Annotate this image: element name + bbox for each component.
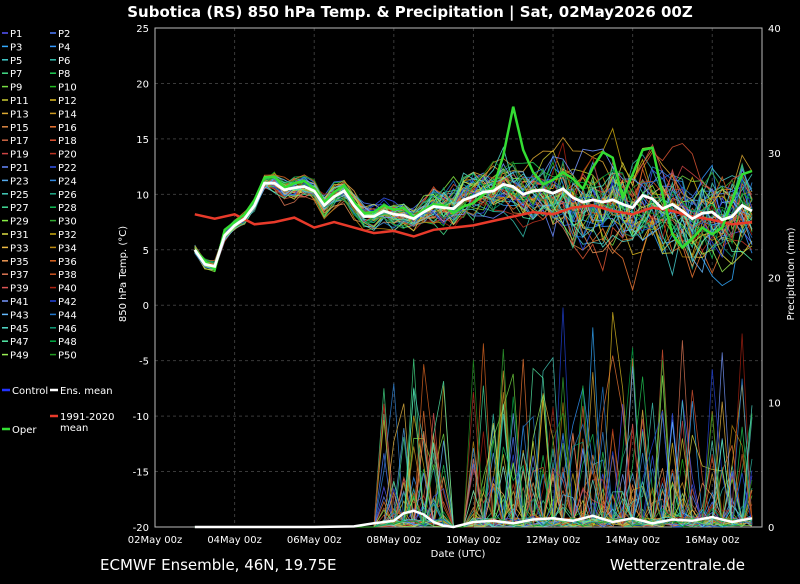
legend-entry: P5: [10, 56, 22, 67]
x-tick-label: 14May 00z: [605, 535, 660, 546]
legend-entry: P3: [10, 42, 22, 53]
legend-entry: P48: [58, 337, 77, 348]
legend-entry: Control: [12, 386, 48, 397]
member-line-p50: [194, 160, 753, 264]
legend-entry: P38: [58, 270, 77, 281]
legend-entry: P32: [58, 230, 77, 241]
legend-entry: P44: [58, 310, 77, 321]
tick-labels: 25 20 15 10 5 0 -5 -10 -15 -20 40 30 20 10 0 02May 00z 0…: [128, 24, 781, 546]
legend-entry: P46: [58, 324, 77, 335]
legend-entry: P11: [10, 96, 29, 107]
legend-entry: P43: [10, 310, 29, 321]
legend-entry: P33: [10, 243, 29, 254]
member-line-p48: [194, 170, 753, 267]
legend-entry: P8: [58, 69, 70, 80]
legend-entry: P37: [10, 270, 29, 281]
legend-entry: P27: [10, 203, 29, 214]
x-tick-label: 12May 00z: [526, 535, 581, 546]
y2-tick-label: 30: [768, 149, 781, 160]
y-tick-label: 10: [136, 190, 149, 201]
legend-entry: P41: [10, 297, 29, 308]
footer-site: Wetterzentrale.de: [610, 556, 745, 574]
y-tick-label: 20: [136, 79, 149, 90]
legend-entry: P15: [10, 123, 29, 134]
y-tick-label: -15: [133, 468, 149, 479]
legend-entry: P2: [58, 29, 70, 40]
legend-entry: P17: [10, 136, 29, 147]
x-tick-label: 08May 00z: [367, 535, 422, 546]
y2-axis-label: Precipitation (mm): [786, 227, 797, 320]
y-tick-label: -10: [133, 412, 149, 423]
y-axis-label: 850 hPa Temp. (°C): [118, 226, 129, 322]
x-tick-label: 06May 00z: [287, 535, 342, 546]
y-tick-label: 15: [136, 135, 149, 146]
legend-entry: P25: [10, 190, 29, 201]
legend-entry: P18: [58, 136, 77, 147]
chart-title: Subotica (RS) 850 hPa Temp. & Precipitat…: [127, 3, 693, 22]
legend-entry: P31: [10, 230, 29, 241]
legend-entry: P40: [58, 284, 77, 295]
legend-entry: Oper: [12, 425, 37, 436]
ens-mean-line: [193, 181, 753, 269]
footer-source: ECMWF Ensemble, 46N, 19.75E: [100, 556, 336, 574]
legend-entry: P12: [58, 96, 77, 107]
oper-line: [193, 106, 753, 273]
legend-entry: P6: [58, 56, 70, 67]
y-tick-label: 25: [136, 24, 149, 35]
legend-entry: P45: [10, 324, 29, 335]
legend-entry: P20: [58, 150, 77, 161]
y2-tick-label: 40: [768, 24, 781, 35]
legend-entry: P50: [58, 351, 77, 362]
x-tick-label: 02May 00z: [128, 535, 183, 546]
legend-entry: P10: [58, 83, 77, 94]
y-tick-label: -5: [139, 357, 149, 368]
y2-tick-label: 0: [768, 523, 774, 534]
legend-entry: Ens. mean: [60, 386, 113, 397]
legend-entry: P21: [10, 163, 29, 174]
legend-entry: P14: [58, 109, 77, 120]
legend-entry: P22: [58, 163, 77, 174]
legend-entry: P4: [58, 42, 70, 53]
climatology-mean-line: [194, 204, 753, 238]
y2-tick-label: 10: [768, 398, 781, 409]
legend-entry: P19: [10, 150, 29, 161]
ens-mean-precip-line: [194, 509, 753, 529]
x-tick-label: 10May 00z: [446, 535, 501, 546]
legend-entry: P34: [58, 243, 77, 254]
x-axis-label: Date (UTC): [431, 549, 486, 560]
legend-entry: P47: [10, 337, 29, 348]
member-line-p47: [194, 171, 753, 268]
legend-entry: P23: [10, 176, 29, 187]
member-line-p38: [194, 174, 753, 266]
y-tick-label: 5: [143, 246, 149, 257]
legend-entry: P16: [58, 123, 77, 134]
legend-entry: mean: [60, 423, 88, 434]
legend: P1 P2 P3 P4 P5 P6 P7 P8 P9 P10 P11 P12 P13 P14 P15 P16 P…: [2, 29, 115, 436]
y2-tick-label: 20: [768, 274, 781, 285]
legend-entry: P30: [58, 217, 77, 228]
legend-entry: P42: [58, 297, 77, 308]
legend-entry: P1: [10, 29, 22, 40]
legend-entry: P29: [10, 217, 29, 228]
legend-entry: P35: [10, 257, 29, 268]
legend-entry: P28: [58, 203, 77, 214]
legend-entry: P26: [58, 190, 77, 201]
x-tick-label: 16May 00z: [685, 535, 740, 546]
legend-entry: P49: [10, 351, 29, 362]
legend-entry: P7: [10, 69, 22, 80]
legend-entry: P36: [58, 257, 77, 268]
x-tick-label: 04May 00z: [207, 535, 262, 546]
highlight-series: [193, 106, 753, 529]
legend-entry: 1991-2020: [60, 412, 115, 423]
y-tick-label: 0: [143, 301, 149, 312]
legend-entry: P39: [10, 284, 29, 295]
legend-entry: P24: [58, 176, 77, 187]
member-line-p18: [194, 142, 753, 272]
legend-entry: P9: [10, 83, 22, 94]
legend-entry: P13: [10, 109, 29, 120]
y-tick-label: -20: [133, 523, 149, 534]
